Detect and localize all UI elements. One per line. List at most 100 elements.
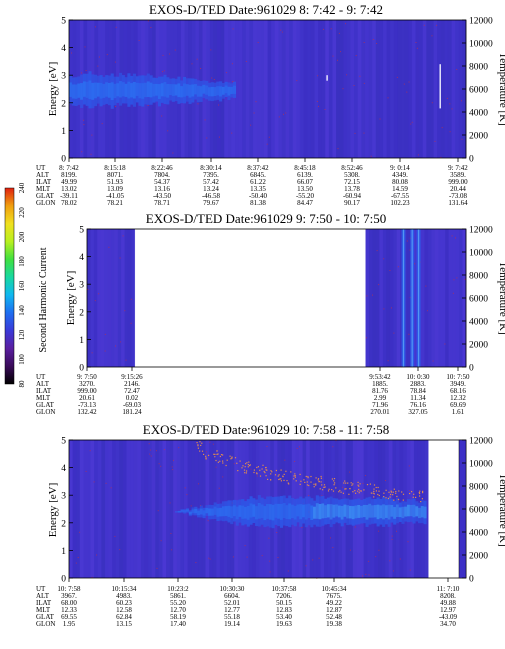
arc-dot <box>208 454 210 456</box>
spectrum-column <box>357 20 362 158</box>
noise-speck <box>163 70 165 72</box>
noise-speck <box>119 257 121 259</box>
noise-speck <box>461 100 462 102</box>
band-core <box>74 84 78 99</box>
noise-speck <box>353 85 355 86</box>
noise-speck <box>207 520 209 522</box>
spectrum-column <box>131 229 136 367</box>
arc-dot <box>249 464 251 466</box>
band-core <box>266 504 270 519</box>
band-core <box>307 503 311 519</box>
noise-speck <box>184 487 186 489</box>
spectrum-column <box>253 20 257 158</box>
arc-dot <box>420 501 422 503</box>
arc-dot <box>246 470 248 472</box>
spectrum-column <box>314 20 319 158</box>
arc-dot <box>280 469 282 471</box>
band-core <box>149 82 153 98</box>
y2-tick-label: 8000 <box>469 272 488 282</box>
noise-speck <box>222 476 224 478</box>
colorbar-tick-label: 220 <box>18 207 26 218</box>
colorbar-tick-label: 200 <box>18 231 26 242</box>
arc-dot <box>383 492 385 494</box>
noise-speck <box>461 138 463 140</box>
y-tick-label: 0 <box>79 364 84 374</box>
noise-speck <box>276 532 278 533</box>
orbit-row-label: UT <box>36 164 46 172</box>
orbit-value: 81.38 <box>250 199 266 207</box>
arc-dot <box>280 480 282 482</box>
arc-dot <box>216 450 218 452</box>
arc-dot <box>350 482 352 484</box>
arc-dot <box>322 489 324 491</box>
noise-speck <box>97 65 99 67</box>
spectrum-column <box>169 440 174 578</box>
noise-speck <box>171 549 173 551</box>
arc-dot <box>385 489 387 491</box>
noise-speck <box>375 556 377 558</box>
noise-speck <box>363 82 365 84</box>
noise-speck <box>287 570 289 572</box>
band-core <box>227 505 231 517</box>
noise-speck <box>157 510 159 512</box>
colorbar-tick-label: 100 <box>18 354 26 365</box>
spectrum-column <box>274 20 279 158</box>
noise-speck <box>162 71 163 73</box>
arc-dot <box>392 491 394 493</box>
orbit-value: 6845. <box>250 171 266 179</box>
y-tick-label: 0 <box>61 155 66 165</box>
band-core <box>238 505 242 517</box>
orbit-value: 1885. <box>372 380 388 388</box>
noise-speck <box>211 77 213 79</box>
spectrum-column <box>271 20 276 158</box>
arc-dot <box>422 492 424 494</box>
noise-speck <box>318 105 319 107</box>
orbit-value: 68.16 <box>450 387 466 395</box>
arc-dot <box>217 453 219 455</box>
y2-tick-label: 8000 <box>469 483 488 493</box>
spectrum-column <box>368 20 373 158</box>
spectrum-column <box>112 440 116 578</box>
noise-speck <box>416 47 418 49</box>
noise-speck <box>114 535 116 537</box>
arc-dot <box>253 469 255 471</box>
noise-speck <box>323 28 324 30</box>
spectrum-column <box>278 20 283 158</box>
noise-speck <box>376 43 378 44</box>
band-core <box>221 86 225 95</box>
arc-dot <box>396 495 398 498</box>
orbit-row-label: ALT <box>36 380 50 388</box>
arc-dot <box>375 486 377 489</box>
orbit-value: 8:52:46 <box>341 164 363 172</box>
noise-speck <box>366 295 368 297</box>
band-core <box>113 83 117 99</box>
noise-speck <box>85 470 87 472</box>
spectrum-column <box>267 20 272 158</box>
orbit-value: 8208. <box>440 592 456 600</box>
band-core <box>216 86 220 96</box>
spectrum-column <box>455 229 460 367</box>
arc-dot <box>357 481 359 483</box>
noise-speck <box>283 113 284 115</box>
noise-speck <box>305 565 307 567</box>
arc-dot <box>197 444 199 446</box>
orbit-value: 3949. <box>450 380 466 388</box>
noise-speck <box>268 136 270 138</box>
data-region <box>365 229 467 368</box>
orbit-row-label: MLT <box>36 394 51 402</box>
noise-speck <box>278 116 280 118</box>
band-core <box>107 82 111 98</box>
band-core <box>196 85 200 97</box>
arc-dot <box>373 484 376 486</box>
noise-speck <box>84 46 86 48</box>
band-core <box>194 508 198 514</box>
noise-speck <box>178 447 180 449</box>
noise-speck <box>453 279 455 281</box>
arc-dot <box>390 493 392 496</box>
band-core <box>138 83 142 99</box>
arc-dot <box>246 462 248 464</box>
orbit-value: 10:15:34 <box>112 585 137 593</box>
band-core <box>96 82 100 97</box>
arc-dot <box>239 460 241 462</box>
noise-speck <box>444 343 446 345</box>
